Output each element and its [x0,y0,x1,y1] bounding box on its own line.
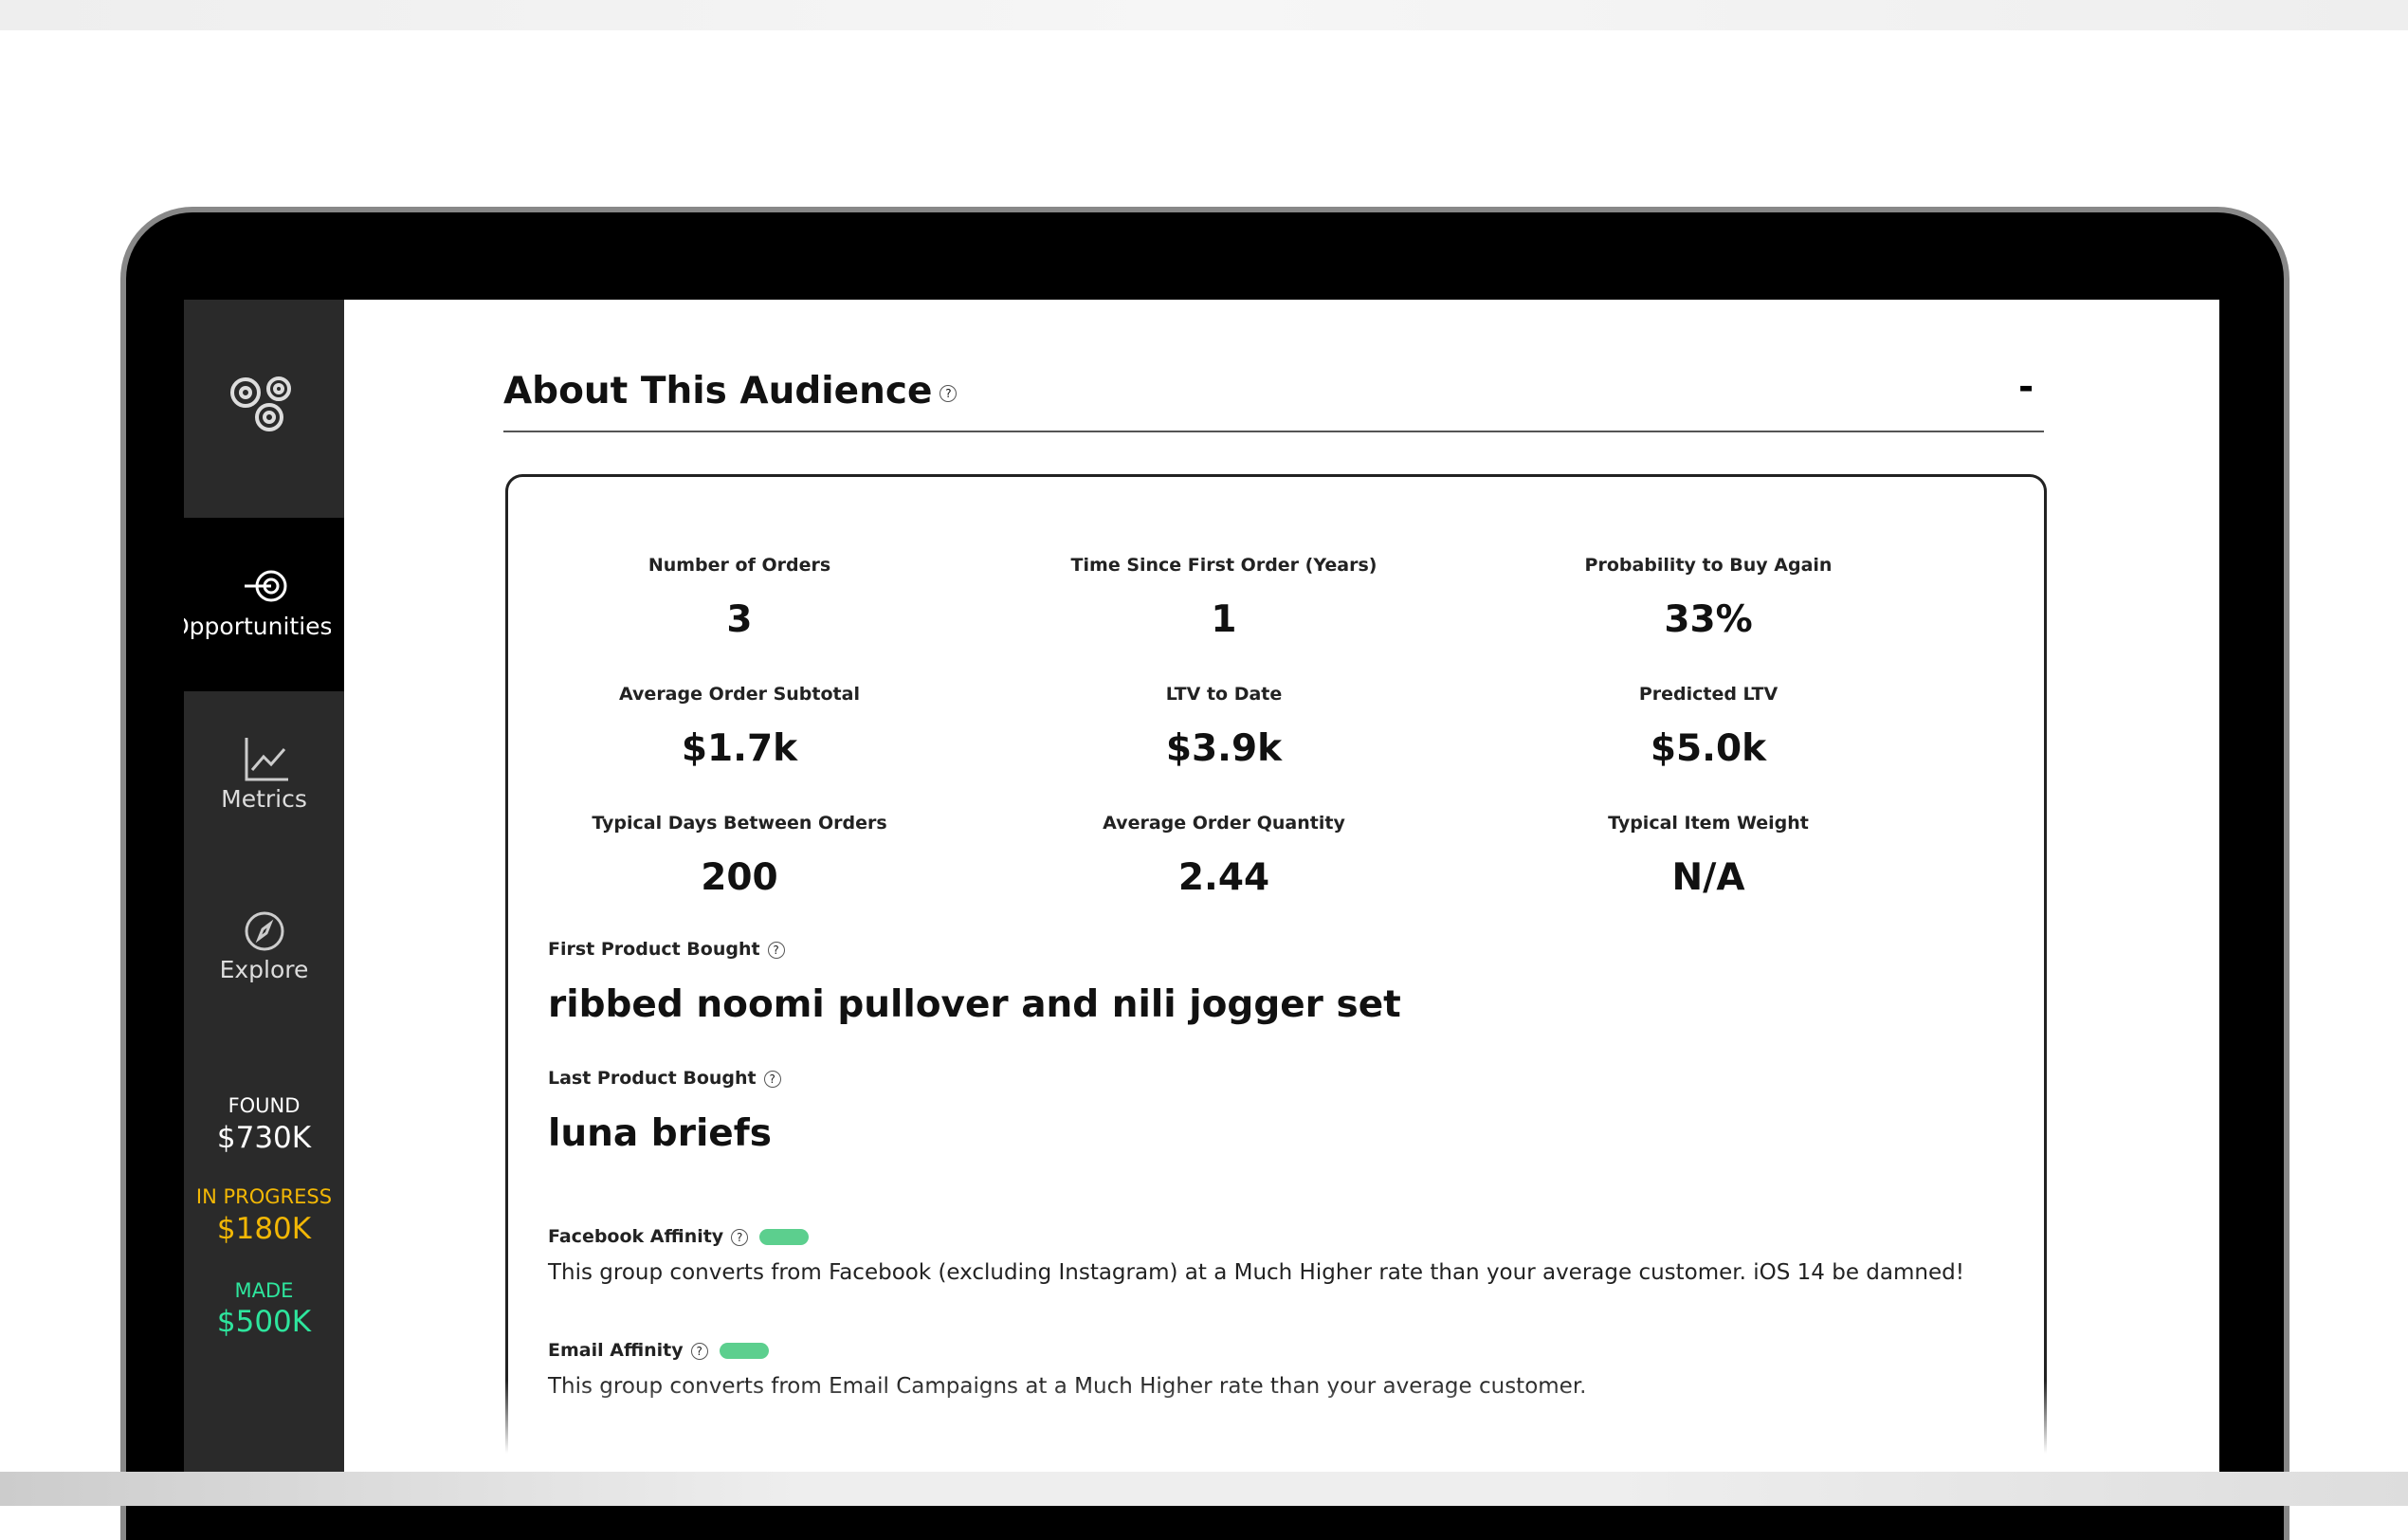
metric-label: Average Order Subtotal [619,684,860,705]
metric-label: LTV to Date [1165,684,1283,705]
metric-value: 1 [1211,598,1237,641]
metric-value: 3 [726,598,753,641]
metric-label: Time Since First Order (Years) [1070,555,1377,576]
metric-label: Number of Orders [648,555,831,576]
stat-value: $500K [216,1305,312,1339]
stat-label: IN PROGRESS [195,1185,333,1208]
metric-label: Typical Days Between Orders [592,813,887,834]
product-value: ribbed noomi pullover and nili jogger se… [548,983,1401,1026]
collapse-button[interactable]: - [2018,366,2034,409]
affinity-text: This group converts from Facebook (exclu… [548,1260,1964,1285]
explore-icon [245,911,284,951]
product-value: luna briefs [548,1112,772,1155]
metric-value: 200 [701,856,778,899]
affinity-label-text: Email Affinity [548,1340,684,1361]
nav-item[interactable]: Metrics [221,785,307,813]
metric-value: $1.7k [681,727,798,770]
screen: Opportunities Metrics Explore FOUND $730K… [184,300,2219,1472]
metric-label: Typical Item Weight [1608,813,1809,834]
stat-value: $180K [216,1212,312,1246]
product-label-text: First Product Bought [548,939,760,960]
stat-value: $730K [216,1121,312,1155]
metric-value: 2.44 [1177,856,1270,899]
stat-label: MADE [234,1279,294,1302]
affinity-label: Facebook Affinity? [548,1226,749,1247]
metric-value: $5.0k [1650,727,1767,770]
title-text: About This Audience [503,370,933,412]
metric-label: Average Order Quantity [1103,813,1345,834]
product-label: Last Product Bought? [548,1068,781,1089]
stat-label: FOUND [228,1094,301,1117]
audience-card: Number of Orders 3 Time Since First Order … [505,474,2047,1472]
metric-label: Probability to Buy Again [1584,555,1833,576]
divider [503,431,2044,432]
metric-value: 33% [1664,598,1753,641]
metrics-icon [245,738,288,781]
product-label: First Product Bought? [548,939,785,960]
affinity-indicator [759,1229,809,1245]
top-bar [0,0,2408,30]
logo [230,376,291,431]
nav-item[interactable]: Opportunities [184,613,331,640]
metric-value: N/A [1671,856,1745,899]
nav-item[interactable]: Explore [219,956,309,983]
affinity-label: Email Affinity? [548,1340,708,1361]
metric-label: Predicted LTV [1638,684,1779,705]
sidebar: Opportunities Metrics Explore FOUND $730K… [184,300,344,1472]
section-title: About This Audience? [503,370,958,412]
active-nav-bg [184,518,344,691]
affinity-label-text: Facebook Affinity [548,1226,724,1247]
opportunities-icon [245,570,287,602]
bottom-bar [0,1472,2408,1506]
affinity-indicator [720,1343,769,1359]
metric-value: $3.9k [1165,727,1283,770]
product-label-text: Last Product Bought [548,1068,757,1089]
fade [459,1381,2219,1472]
